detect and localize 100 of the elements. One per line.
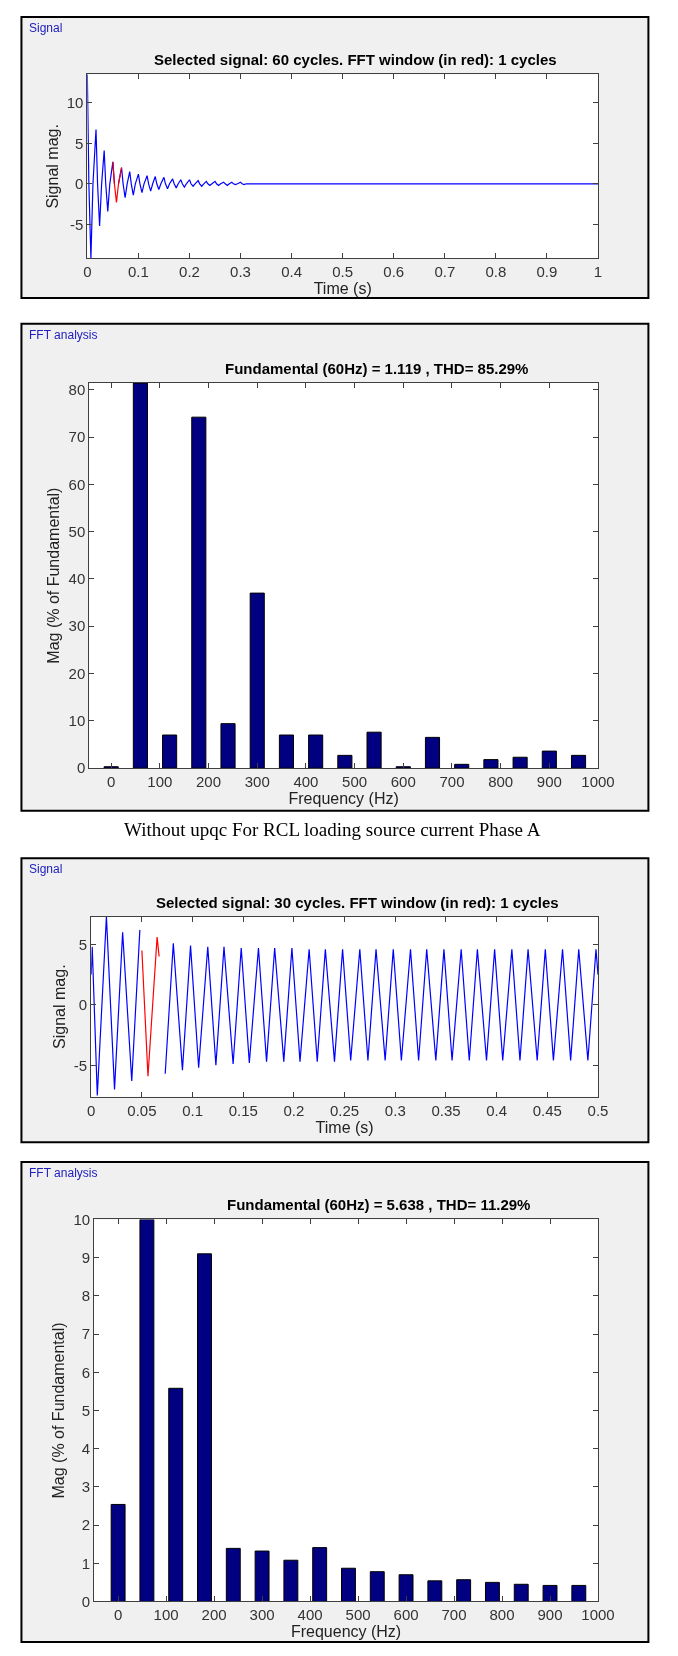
text: FFT analysis [29, 328, 98, 342]
x-tick-label: 300 [249, 1606, 275, 1624]
x-tick-label: 1 [593, 263, 603, 281]
text: Without upqc For RCL loading source current Phase A [124, 819, 541, 840]
bar [162, 734, 178, 769]
bar [337, 754, 353, 769]
bar [512, 756, 528, 769]
x-tick-label: 0.35 [431, 1101, 461, 1119]
y-tick-label: -5 [73, 1056, 88, 1074]
y-tick-label: 20 [68, 664, 86, 682]
text: Signal [29, 862, 63, 876]
line-series [112, 161, 123, 204]
chart-title: Selected signal: 60 cycles. FFT window (in red): 1 cycles [154, 51, 557, 68]
x-tick-label: 0.05 [127, 1101, 157, 1119]
x-tick-label: 100 [147, 773, 173, 791]
bar [483, 759, 499, 769]
y-tick-label: 0 [81, 1592, 91, 1610]
x-tick-label: 0.2 [179, 263, 200, 281]
y-tick-label: 5 [74, 134, 84, 152]
x-axis-title: Frequency (Hz) [290, 1623, 402, 1641]
x-tick-label: 0.5 [587, 1101, 609, 1119]
x-tick-label: 200 [196, 773, 222, 791]
y-tick-label: 2 [81, 1516, 91, 1534]
x-tick-label: 400 [293, 773, 319, 791]
x-tick-label: 900 [536, 773, 562, 791]
text: FFT analysis [29, 1166, 98, 1180]
y-axis-title: Mag (% of Fundamental) [45, 487, 63, 664]
chart-title: Fundamental (60Hz) = 1.119 , THD= 85.29% [225, 360, 529, 377]
x-tick-label: 0.1 [127, 263, 149, 281]
x-tick-label: 200 [201, 1606, 227, 1624]
bar [283, 1559, 299, 1602]
y-tick-label: 6 [81, 1363, 91, 1381]
bar [484, 1581, 500, 1602]
y-tick-label: 10 [73, 1210, 91, 1228]
x-tick-label: 0.2 [283, 1101, 305, 1119]
bar [249, 592, 265, 769]
line-series [141, 936, 160, 1077]
x-tick-label: 600 [393, 1606, 419, 1624]
y-tick-label: 4 [81, 1439, 91, 1457]
y-tick-label: 0 [76, 759, 86, 777]
x-tick-label: 0.15 [228, 1101, 258, 1119]
bar [570, 754, 587, 769]
y-tick-label: 50 [68, 522, 86, 540]
y-tick-label: 40 [68, 570, 86, 588]
chart-title: Selected signal: 30 cycles. FFT window (in red): 1 cycles [156, 894, 559, 911]
y-tick-label: 9 [81, 1248, 91, 1266]
y-axis-title: Signal mag. [43, 124, 61, 209]
y-tick-label: 1 [81, 1554, 91, 1572]
x-tick-label: 0 [107, 773, 116, 791]
bar [341, 1567, 356, 1602]
bar [254, 1550, 270, 1602]
x-tick-label: 0.7 [434, 263, 456, 281]
x-tick-label: 300 [244, 773, 270, 791]
y-tick-label: 60 [68, 475, 86, 493]
bar [220, 723, 236, 769]
x-tick-label: 800 [488, 773, 514, 791]
bar [571, 1584, 587, 1602]
bar [168, 1387, 184, 1602]
bar [132, 383, 148, 769]
bar [139, 1219, 155, 1602]
y-tick-label: 0 [74, 175, 84, 193]
bar [398, 1574, 414, 1602]
bar [456, 1579, 472, 1602]
x-tick-label: 0 [113, 1606, 123, 1624]
x-tick-label: 0.3 [384, 1101, 406, 1119]
x-tick-label: 400 [297, 1606, 323, 1624]
bar [197, 1253, 212, 1602]
x-tick-label: 900 [537, 1606, 563, 1624]
x-tick-label: 0.3 [230, 263, 251, 281]
y-axis-title: Mag (% of Fundamental) [50, 1322, 68, 1499]
y-tick-label: 70 [68, 428, 86, 446]
x-tick-label: 0.8 [485, 263, 507, 281]
x-tick-label: 100 [153, 1606, 179, 1624]
y-tick-label: 8 [81, 1287, 91, 1305]
x-tick-label: 0.5 [332, 263, 354, 281]
x-tick-label: 0.4 [486, 1101, 508, 1119]
chart-title: Fundamental (60Hz) = 5.638 , THD= 11.29% [227, 1196, 531, 1213]
text: Signal [29, 21, 63, 35]
x-tick-label: 700 [441, 1606, 467, 1624]
bar [312, 1547, 328, 1602]
bar [191, 416, 207, 769]
bar [110, 1503, 126, 1602]
x-tick-label: 0.25 [330, 1101, 360, 1119]
bar [278, 734, 294, 769]
bar [454, 763, 470, 769]
x-tick-label: 0.6 [383, 263, 405, 281]
bar [225, 1547, 241, 1602]
x-tick-label: 0.45 [532, 1101, 562, 1119]
y-tick-label: 10 [66, 93, 84, 111]
x-tick-label: 500 [345, 1606, 371, 1624]
bar [424, 736, 441, 769]
y-tick-label: 10 [68, 712, 86, 730]
bar [513, 1583, 529, 1602]
y-tick-label: 80 [68, 380, 86, 398]
x-tick-label: 500 [342, 773, 368, 791]
x-axis-title: Frequency (Hz) [288, 790, 399, 808]
y-tick-label: 30 [68, 617, 86, 635]
bar [366, 731, 382, 769]
y-tick-label: 5 [81, 1401, 91, 1419]
y-tick-label: 5 [78, 935, 88, 953]
